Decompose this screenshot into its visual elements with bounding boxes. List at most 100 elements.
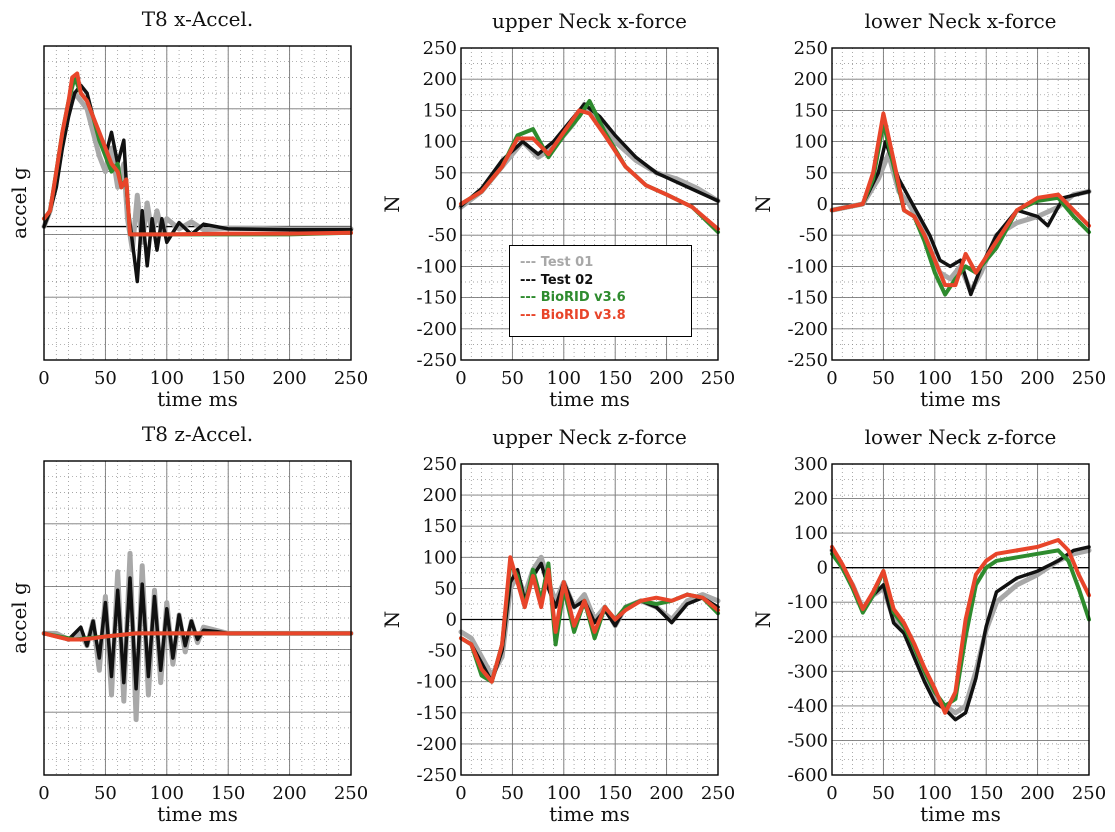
- x-tick-label: 250: [334, 783, 368, 804]
- plot-frame: [460, 463, 719, 776]
- y-tick-label: -200: [417, 319, 457, 340]
- x-tick-label: 200: [649, 783, 683, 804]
- x-tick-label: 150: [598, 368, 632, 389]
- legend-item-test01: --- Test 01: [520, 254, 691, 272]
- y-tick-label: -200: [788, 627, 828, 648]
- x-tick-label: 200: [272, 783, 306, 804]
- y-tick-label: 0: [817, 194, 828, 215]
- x-tick-label: 0: [455, 783, 466, 804]
- y-tick-label: 250: [423, 454, 457, 475]
- y-tick-label: -500: [788, 730, 828, 751]
- y-tick-label: -150: [417, 288, 457, 309]
- plot-frame: [43, 45, 352, 361]
- y-tick-label: 200: [423, 69, 457, 90]
- series-line-test01: [829, 547, 1092, 716]
- x-tick-label: 150: [211, 783, 245, 804]
- plot-frame: [43, 460, 352, 776]
- legend-label: Test 02: [540, 272, 594, 288]
- chart-unx: 0 50 100 150 200 250 -250 -200 -150 -100 -50 0 50 100…: [380, 9, 735, 411]
- legend-item-biorid38: --- BioRID v3.8: [520, 307, 691, 325]
- y-tick-label: 50: [434, 163, 457, 184]
- legend-label: BioRID v3.8: [540, 307, 626, 323]
- y-axis-label: N: [751, 195, 775, 213]
- y-tick-label: 150: [423, 516, 457, 537]
- chart-title: T8 x-Accel.: [142, 7, 254, 31]
- y-tick-label: -250: [788, 350, 828, 371]
- chart-title: upper Neck z-force: [492, 425, 687, 449]
- series-line-biorid38: [42, 71, 353, 237]
- x-tick-label: 50: [94, 783, 117, 804]
- x-axis-label: time ms: [549, 387, 630, 411]
- legend-dash: ---: [520, 307, 541, 323]
- x-tick-label: 100: [547, 368, 581, 389]
- y-tick-label: 250: [794, 38, 828, 59]
- y-tick-label: -50: [428, 641, 457, 662]
- series-line-test01: [829, 151, 1092, 294]
- x-axis-label: time ms: [549, 802, 630, 826]
- y-tick-label: -50: [428, 225, 457, 246]
- y-tick-label: 0: [817, 558, 828, 579]
- y-tick-label: -250: [417, 765, 457, 786]
- x-tick-label: 250: [701, 368, 735, 389]
- y-tick-label: 150: [423, 100, 457, 121]
- y-tick-label: -100: [788, 256, 828, 277]
- x-tick-label: 250: [1072, 368, 1106, 389]
- y-tick-label: 0: [446, 610, 457, 631]
- chart-lnz: 0 50 100 150 200 250 -600 -500 -400 -300 -200 -100 0…: [751, 425, 1106, 826]
- x-tick-label: 250: [701, 783, 735, 804]
- y-tick-label: -300: [788, 661, 828, 682]
- x-tick-label: 250: [334, 368, 368, 389]
- x-tick-label: 50: [94, 368, 117, 389]
- x-axis-label: time ms: [157, 387, 238, 411]
- x-tick-label: 200: [1020, 368, 1054, 389]
- plot-frame: [831, 463, 1090, 776]
- y-tick-label: -100: [417, 256, 457, 277]
- x-tick-label: 50: [872, 368, 895, 389]
- y-axis-label: N: [380, 611, 404, 629]
- y-tick-label: 100: [794, 523, 828, 544]
- y-tick-label: -50: [799, 225, 828, 246]
- y-tick-label: 250: [423, 38, 457, 59]
- legend-label: Test 01: [540, 255, 594, 270]
- y-tick-label: 200: [794, 489, 828, 510]
- y-tick-label: -400: [788, 696, 828, 717]
- legend-dash: ---: [520, 272, 541, 288]
- y-tick-label: 300: [794, 454, 828, 475]
- chart-title: lower Neck z-force: [865, 425, 1057, 449]
- y-axis-label: accel g: [7, 582, 31, 654]
- y-tick-label: 150: [794, 100, 828, 121]
- y-tick-label: -150: [417, 703, 457, 724]
- y-tick-label: -600: [788, 765, 828, 786]
- x-tick-label: 0: [38, 368, 49, 389]
- y-tick-label: -150: [788, 288, 828, 309]
- y-tick-label: 100: [794, 132, 828, 153]
- y-tick-label: -100: [788, 592, 828, 613]
- y-tick-label: -250: [417, 350, 457, 371]
- x-axis-label: time ms: [157, 802, 238, 826]
- series-line-test02: [459, 102, 720, 208]
- legend-dash: ---: [520, 255, 541, 270]
- legend-label: BioRID v3.6: [540, 290, 626, 305]
- x-tick-label: 100: [547, 783, 581, 804]
- x-tick-label: 50: [872, 783, 895, 804]
- x-tick-label: 100: [918, 368, 952, 389]
- series-line-test01: [458, 101, 721, 210]
- plot-frame: [460, 47, 719, 361]
- x-tick-label: 250: [1072, 783, 1106, 804]
- x-tick-label: 100: [150, 783, 184, 804]
- chart-title: lower Neck x-force: [864, 9, 1056, 33]
- x-tick-label: 100: [918, 783, 952, 804]
- y-tick-label: 200: [794, 69, 828, 90]
- x-tick-label: 200: [649, 368, 683, 389]
- chart-t8z: 0 50 100 150 200 250 T8 z-Accel. time ms accel g: [7, 422, 368, 826]
- y-tick-label: -200: [417, 734, 457, 755]
- x-tick-label: 0: [826, 368, 837, 389]
- y-tick-label: 100: [423, 132, 457, 153]
- series-line-biorid38: [459, 108, 720, 231]
- x-tick-label: 150: [598, 783, 632, 804]
- chart-title: T8 z-Accel.: [142, 422, 253, 446]
- legend-item-biorid36: --- BioRID v3.6: [520, 289, 691, 307]
- x-tick-label: 100: [150, 368, 184, 389]
- y-axis-label: accel g: [7, 167, 31, 239]
